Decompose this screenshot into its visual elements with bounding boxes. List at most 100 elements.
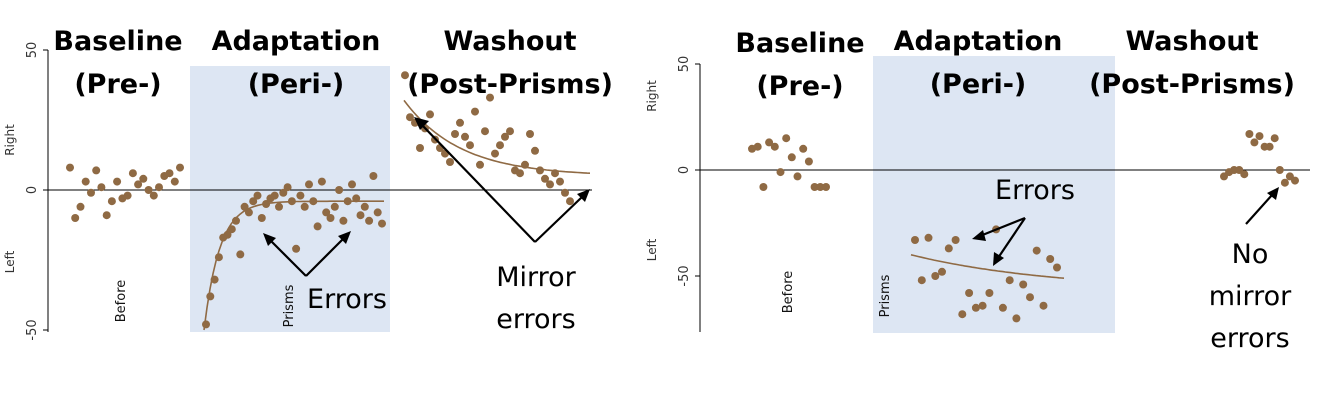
right-ylabel-right: Right [645,80,659,112]
right-before-point [804,157,813,166]
right-prisms-point [917,276,926,285]
left-washout-subtitle: (Post-Prisms) [407,69,613,100]
right-prisms-point [1039,301,1048,310]
left-prisms-point [292,244,301,253]
left-prisms-point [270,191,279,200]
left-tick-label-0: 0 [25,186,40,194]
right-baseline-subtitle: (Pre-) [756,71,843,102]
left-data-points [66,71,574,329]
left-post-point [451,130,459,138]
left-before-point [71,214,80,222]
right-post-point [1280,178,1289,187]
right-post-point [1255,132,1264,141]
left-prisms-label: Prisms [282,284,297,327]
right-prisms-point [1019,280,1028,289]
right-post-point [1291,176,1299,185]
right-post-point [1245,130,1254,138]
left-post-point [491,149,499,158]
right-before-point [765,138,774,147]
left-ylabel-left: Left [3,250,17,273]
left-before-point [76,202,85,211]
left-mirror-errors-arrows [421,124,583,243]
left-post-point [471,107,479,116]
left-prisms-point [348,180,356,189]
left-prisms-point [313,222,322,231]
left-post-point [496,141,504,150]
right-data-points [748,130,1299,323]
left-prisms-point [369,172,378,180]
right-adaptation-shade [873,56,1115,333]
left-prisms-point [335,186,344,194]
left-baseline-subtitle: (Pre-) [74,69,161,100]
left-tick-label-minus50: -50 [25,319,40,340]
left-prisms-point [305,180,313,189]
left-post-point [556,177,564,186]
left-post-point [546,180,554,189]
left-before-point [66,163,74,172]
right-prisms-point [924,233,933,242]
left-post-point [476,160,484,169]
left-before-point [128,169,137,178]
right-prisms-point [1046,255,1055,263]
left-before-point [107,197,116,206]
left-errors-label: Errors [307,284,387,315]
left-post-point [501,132,509,141]
right-prisms-point [1026,293,1034,302]
left-prisms-point [378,219,386,228]
left-before-point [81,177,90,186]
left-before-point [102,211,111,220]
right-prisms-point [985,289,994,297]
right-no-mirror-label-line2: mirror [1209,281,1292,312]
right-post-point [1240,170,1249,179]
right-prisms-fit-curve [910,254,1065,279]
right-post-point [1270,134,1279,143]
right-prisms-point [938,267,946,276]
left-before-point [149,191,158,200]
left-before-point [176,163,184,172]
left-baseline-title: Baseline [53,26,182,57]
right-before-label: Before [781,271,796,314]
left-errors-arrows [269,237,345,277]
right-errors-arrowhead-1 [972,230,986,241]
left-prisms-point [365,216,374,225]
left-post-point [541,174,549,183]
right-before-point [770,142,779,151]
left-prisms-point [253,191,262,200]
right-prisms-point [1005,276,1014,285]
left-prisms-point [240,202,249,211]
left-prisms-point [373,208,382,217]
left-ylabel-right: Right [3,124,17,156]
left-post-point [486,93,494,102]
right-prisms-point [1032,246,1041,255]
left-post-point [446,158,454,166]
left-prisms-point [296,191,305,200]
right-adaptation-title: Adaptation [894,26,1063,57]
right-no-mirror-arrow [1245,194,1273,225]
left-mirror-arrowhead-1 [414,117,429,130]
right-prisms-point [965,289,974,297]
right-before-point [787,153,796,162]
right-prisms-point [958,310,967,319]
right-before-point [822,183,830,191]
left-adaptation-subtitle: (Peri-) [248,69,345,100]
right-prisms-point [911,236,919,244]
left-post-point [416,144,424,152]
right-errors-arrowhead-2 [993,252,1004,266]
right-adaptation-subtitle: (Peri-) [930,69,1027,100]
right-prisms-label: Prisms [878,274,893,317]
right-tick-label-50: 50 [677,56,692,73]
left-prisms-point [279,188,288,197]
right-before-point [810,183,819,191]
left-before-point [87,188,95,197]
left-prisms-fit-curve [203,200,384,331]
left-post-point [481,127,489,136]
right-errors-label: Errors [995,175,1075,206]
right-washout-title: Washout [1125,26,1258,57]
left-mirror-arrowhead-2 [577,189,590,202]
left-errors-arrowhead-1 [263,233,276,246]
left-post-point [466,141,474,150]
left-before-point [113,177,122,186]
left-washout-title: Washout [443,26,576,57]
left-post-point [426,110,434,119]
